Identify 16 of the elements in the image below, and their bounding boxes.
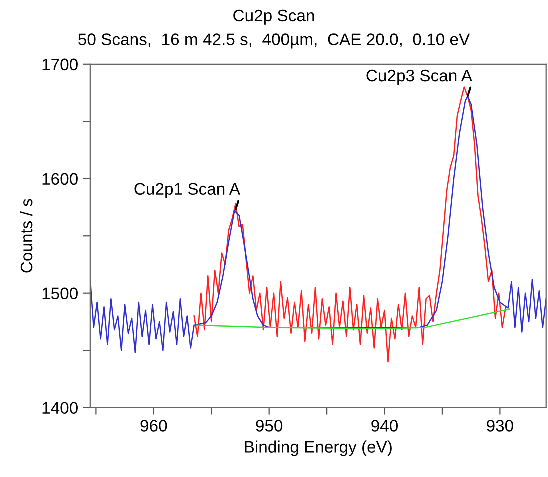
y-tick-label: 1600 [42,173,78,186]
x-tick-label: 940 [372,420,398,432]
x-tick-label: 930 [487,420,514,432]
x-tick-label: 960 [140,420,168,432]
chart-subtitle: 50 Scans, 16 m 42.5 s, 400µm, CAE 20.0, 0.10 eV [78,34,470,49]
line-series [90,96,546,354]
annotation: Cu2p3 Scan A [366,70,472,85]
x-tick-label: 950 [256,420,283,432]
y-tick-label: 1500 [42,288,78,300]
y-tick-label: 1400 [42,402,78,414]
y-axis-title: Counts / s [20,199,33,273]
x-axis-title: Binding Energy (eV) [245,440,392,456]
y-tick-label: 1700 [42,58,78,71]
annotation: Cu2p1 Scan A [134,183,240,198]
chart-title: Cu2p Scan [234,10,314,25]
line-series [196,308,510,330]
